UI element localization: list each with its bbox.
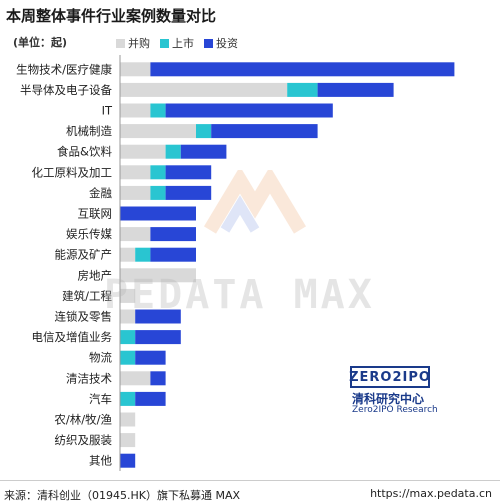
bar-segment-ipo bbox=[287, 82, 318, 97]
bar-segment-ipo bbox=[150, 103, 166, 118]
bar-segment-investment bbox=[165, 165, 212, 180]
zero2ipo-logo: ZERO2IPO bbox=[349, 366, 430, 388]
bar-segment-investment bbox=[135, 350, 166, 365]
category-label: 金融 bbox=[89, 186, 112, 200]
category-label: 机械制造 bbox=[66, 124, 112, 138]
bar-segment-investment bbox=[211, 124, 318, 139]
category-label: 生物技术/医疗健康 bbox=[16, 62, 112, 76]
bar-segment-mna bbox=[120, 103, 151, 118]
category-label: 房地产 bbox=[78, 268, 113, 282]
category-label: IT bbox=[102, 104, 113, 118]
category-label: 其他 bbox=[89, 454, 112, 468]
bar-segment-investment bbox=[150, 247, 196, 262]
category-label: 娱乐传媒 bbox=[66, 227, 112, 241]
bar-segment-mna bbox=[120, 288, 136, 303]
bar-segment-mna bbox=[120, 165, 151, 180]
category-label: 连锁及零售 bbox=[55, 310, 113, 324]
bar-segment-ipo bbox=[120, 330, 136, 345]
bar-segment-ipo bbox=[150, 165, 166, 180]
bar-segment-investment bbox=[150, 62, 455, 77]
watermark-text: PEDATA MAX bbox=[104, 272, 375, 318]
bar-segment-investment bbox=[165, 185, 212, 200]
legend-label-ipo: 上市 bbox=[172, 37, 194, 50]
bar-segment-investment bbox=[135, 391, 166, 406]
source-note: 来源：清科创业（01945.HK）旗下私募通 MAX bbox=[4, 489, 241, 502]
legend-swatch-ipo bbox=[160, 38, 169, 48]
category-label: 物流 bbox=[89, 351, 112, 365]
category-label: 能源及矿产 bbox=[55, 248, 113, 262]
bar-segment-mna bbox=[120, 268, 196, 283]
bar-segment-mna bbox=[120, 185, 151, 200]
chart-title: 本周整体事件行业案例数量对比 bbox=[6, 7, 217, 25]
category-label: 清洁技术 bbox=[66, 371, 112, 385]
bar-segment-mna bbox=[120, 62, 151, 77]
legend: 并购 上市 投资 bbox=[116, 35, 238, 51]
bar-segment-investment bbox=[135, 330, 181, 345]
legend-label-mna: 并购 bbox=[128, 37, 150, 50]
zero2ipo-logo-cn: 清科研究中心 bbox=[352, 392, 425, 406]
bar-segment-investment bbox=[180, 144, 227, 159]
category-label: 纺织及服装 bbox=[55, 433, 113, 447]
bar-segment-mna bbox=[120, 412, 136, 427]
category-label: 建筑/工程 bbox=[62, 289, 112, 303]
bar-segment-mna bbox=[120, 227, 151, 242]
bar-segment-mna bbox=[120, 433, 136, 448]
category-label: 农/林/牧/渔 bbox=[54, 413, 112, 427]
bar-segment-investment bbox=[135, 309, 181, 324]
unit-label: (单位：起) bbox=[13, 36, 68, 49]
bar-segment-ipo bbox=[120, 391, 136, 406]
bar-segment-investment bbox=[165, 103, 333, 118]
bar-segment-investment bbox=[120, 453, 136, 468]
watermark-logo-icon bbox=[203, 170, 307, 234]
bar-segment-ipo bbox=[196, 124, 212, 139]
footer-divider bbox=[0, 480, 500, 481]
category-label: 半导体及电子设备 bbox=[20, 83, 112, 97]
category-label: 食品&饮料 bbox=[57, 145, 112, 159]
bar-segment-ipo bbox=[165, 144, 181, 159]
category-label: 化工原料及加工 bbox=[32, 165, 113, 179]
bar-segment-mna bbox=[120, 371, 151, 386]
legend-swatch-investment bbox=[204, 38, 213, 48]
category-label: 汽车 bbox=[89, 392, 112, 406]
source-url: https://max.pedata.cn bbox=[370, 487, 492, 500]
bar-segment-ipo bbox=[150, 185, 166, 200]
bar-segment-investment bbox=[150, 227, 196, 242]
bar-segment-mna bbox=[120, 144, 166, 159]
legend-label-investment: 投资 bbox=[216, 37, 238, 50]
legend-item-mna: 并购 bbox=[116, 35, 150, 51]
legend-item-ipo: 上市 bbox=[160, 35, 194, 51]
bar-segment-ipo bbox=[120, 350, 136, 365]
bar-segment-mna bbox=[120, 124, 196, 139]
category-label: 互联网 bbox=[78, 207, 113, 221]
zero2ipo-logo-en: Zero2IPO Research bbox=[352, 405, 438, 415]
legend-swatch-mna bbox=[116, 38, 125, 48]
bar-segment-investment bbox=[317, 82, 394, 97]
category-label: 电信及增值业务 bbox=[32, 330, 113, 344]
bar-segment-investment bbox=[150, 371, 166, 386]
bar-segment-ipo bbox=[135, 247, 151, 262]
bar-segment-mna bbox=[120, 309, 136, 324]
bar-segment-mna bbox=[120, 247, 136, 262]
bar-segment-mna bbox=[120, 82, 288, 97]
bar-segment-investment bbox=[120, 206, 196, 221]
legend-item-investment: 投资 bbox=[204, 35, 238, 51]
